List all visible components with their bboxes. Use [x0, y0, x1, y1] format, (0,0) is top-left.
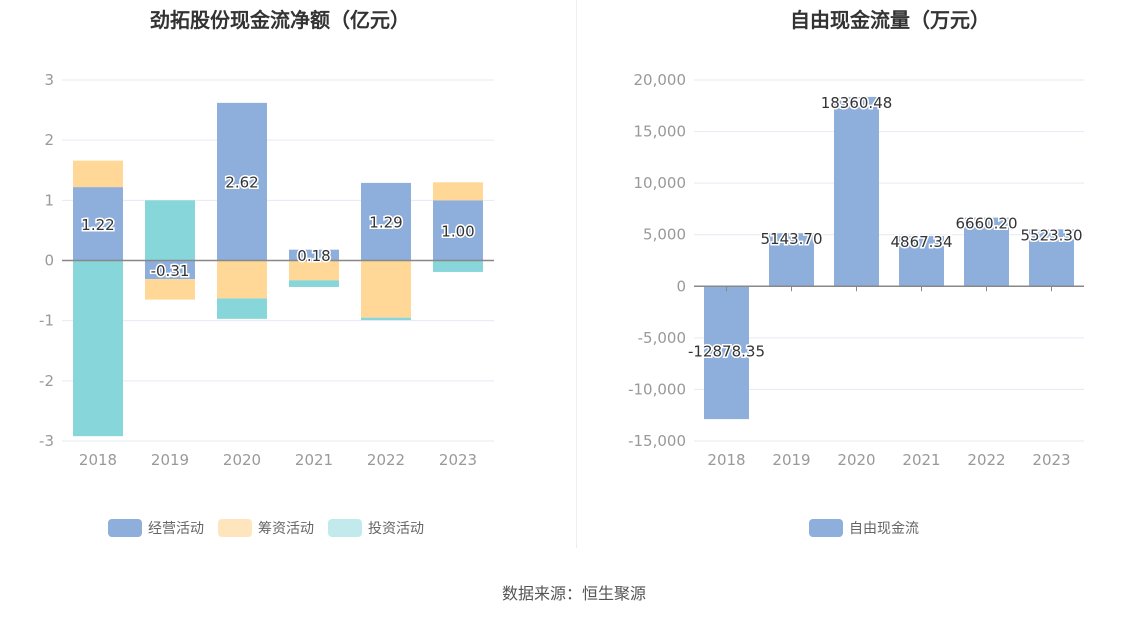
left-chart-title: 劲拓股份现金流净额（亿元）	[150, 8, 410, 32]
bar-2020-s1	[217, 260, 267, 299]
bar-2023-s0	[433, 200, 483, 261]
legend-label: 自由现金流	[849, 521, 919, 537]
legend-swatch	[328, 519, 362, 537]
bar-2021-s2	[289, 280, 339, 287]
bar-2018-s0	[73, 187, 123, 261]
data-label: 18360.48	[821, 94, 893, 112]
y-tick-label: -2	[39, 372, 54, 390]
bar-2021-s0	[289, 249, 339, 261]
x-tick-label: 2023	[1032, 451, 1070, 469]
legend-label: 投资活动	[368, 521, 424, 537]
bar-2018-s0	[704, 286, 749, 420]
data-label: 1.22	[81, 216, 114, 234]
x-tick-label: 2022	[967, 451, 1005, 469]
x-tick-label: 2018	[79, 451, 117, 469]
bar-2019-s0	[769, 233, 814, 287]
legend-item-fcf[interactable]: 自由现金流	[809, 518, 919, 538]
bar-2022-s1	[361, 260, 411, 318]
data-label: 5523.30	[1020, 226, 1082, 244]
bar-2020-s2	[217, 298, 267, 319]
bar-2018-s2	[73, 260, 123, 437]
y-tick-label: 20,000	[634, 71, 687, 89]
x-tick-label: 2022	[367, 451, 405, 469]
source-note: 数据来源：恒生聚源	[501, 584, 646, 603]
bar-2019-s2	[145, 200, 195, 261]
y-tick-label: -15,000	[628, 432, 686, 450]
y-tick-label: 2	[44, 131, 54, 149]
legend-swatch	[809, 519, 843, 537]
y-tick-label: 15,000	[634, 123, 687, 141]
bar-2021-s0	[899, 236, 944, 287]
bar-2018-s1	[73, 160, 123, 188]
bar-2019-s1	[145, 279, 195, 300]
y-tick-label: -1	[39, 312, 54, 330]
right-chart-title: 自由现金流量（万元）	[790, 8, 990, 32]
legend-swatch	[108, 519, 142, 537]
y-tick-label: 5,000	[643, 226, 686, 244]
divider	[576, 0, 577, 548]
legend-label: 经营活动	[148, 521, 204, 537]
data-label: 6660.20	[955, 215, 1017, 233]
y-tick-label: -5,000	[638, 329, 686, 347]
x-tick-label: 2023	[439, 451, 477, 469]
x-tick-label: 2018	[707, 451, 745, 469]
y-tick-label: 0	[44, 252, 54, 270]
right-legend: 自由现金流	[809, 518, 919, 538]
bar-2023-s1	[433, 182, 483, 201]
data-label: 0.18	[297, 247, 330, 265]
y-tick-label: 0	[676, 277, 686, 295]
legend-label: 筹资活动	[258, 521, 314, 537]
bar-2020-s0	[217, 102, 267, 261]
bar-2019-s0	[145, 260, 195, 280]
y-tick-label: -10,000	[628, 380, 686, 398]
data-label: 1.00	[441, 222, 474, 240]
bar-2021-s1	[289, 260, 339, 281]
bar-2022-s0	[361, 182, 411, 261]
bar-2022-s0	[964, 217, 1009, 287]
y-tick-label: 1	[44, 191, 54, 209]
x-tick-label: 2021	[902, 451, 940, 469]
x-tick-label: 2020	[837, 451, 875, 469]
y-tick-label: 10,000	[634, 174, 687, 192]
x-tick-label: 2019	[772, 451, 810, 469]
bar-2023-s0	[1029, 229, 1074, 287]
left-legend: 经营活动 筹资活动 投资活动	[108, 518, 424, 538]
data-label: -0.31	[151, 262, 190, 280]
bar-2020-s0	[834, 96, 879, 287]
legend-item-operating[interactable]: 经营活动	[108, 518, 204, 538]
data-label: 5143.70	[760, 230, 822, 248]
data-label: 1.29	[369, 214, 402, 232]
y-tick-label: -3	[39, 432, 54, 450]
data-label: 2.62	[225, 174, 258, 192]
legend-item-investing[interactable]: 投资活动	[328, 518, 424, 538]
legend-item-financing[interactable]: 筹资活动	[218, 518, 314, 538]
x-tick-label: 2019	[151, 451, 189, 469]
data-label: 4867.34	[890, 233, 952, 251]
bar-2023-s2	[433, 260, 483, 272]
x-tick-label: 2021	[295, 451, 333, 469]
bar-2022-s2	[361, 317, 411, 321]
legend-swatch	[218, 519, 252, 537]
y-tick-label: 3	[44, 71, 54, 89]
data-label: -12878.35	[688, 342, 765, 360]
x-tick-label: 2020	[223, 451, 261, 469]
